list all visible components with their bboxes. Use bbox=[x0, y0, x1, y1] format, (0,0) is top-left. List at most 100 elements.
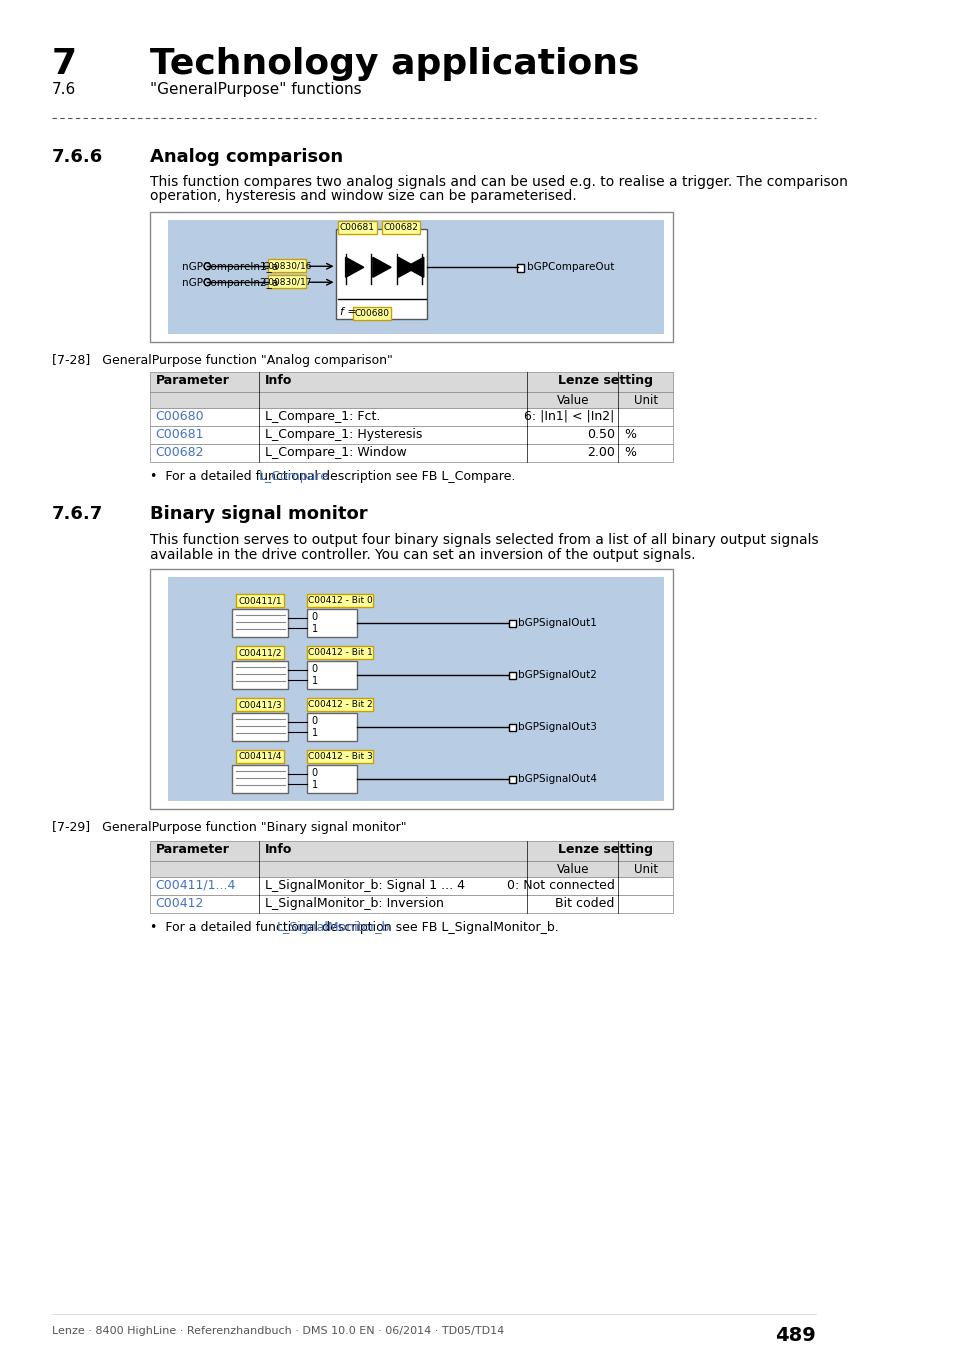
FancyBboxPatch shape bbox=[353, 308, 391, 320]
FancyBboxPatch shape bbox=[516, 265, 523, 273]
Text: C00412 - Bit 3: C00412 - Bit 3 bbox=[308, 752, 372, 761]
Text: C00411/2: C00411/2 bbox=[238, 648, 281, 657]
Text: Info: Info bbox=[264, 374, 292, 387]
Text: bGPSignalOut3: bGPSignalOut3 bbox=[517, 722, 597, 732]
Text: %: % bbox=[623, 446, 636, 459]
Text: •  For a detailed functional description see FB L_Compare.: • For a detailed functional description … bbox=[150, 470, 515, 483]
Text: 6: |In1| < |In2|: 6: |In1| < |In2| bbox=[524, 410, 614, 423]
Text: C00830/16: C00830/16 bbox=[262, 262, 312, 270]
Polygon shape bbox=[373, 258, 391, 277]
FancyBboxPatch shape bbox=[232, 765, 288, 792]
FancyBboxPatch shape bbox=[232, 609, 288, 637]
Text: 1: 1 bbox=[312, 728, 317, 738]
Text: C00681: C00681 bbox=[339, 223, 375, 232]
Text: Parameter: Parameter bbox=[155, 374, 229, 387]
Text: bGPSignalOut2: bGPSignalOut2 bbox=[517, 670, 597, 680]
Text: C00412: C00412 bbox=[155, 896, 204, 910]
FancyBboxPatch shape bbox=[236, 751, 283, 763]
FancyBboxPatch shape bbox=[307, 594, 373, 608]
FancyBboxPatch shape bbox=[150, 895, 672, 913]
Text: L_SignalMonitor_b: Signal 1 ... 4: L_SignalMonitor_b: Signal 1 ... 4 bbox=[264, 879, 464, 891]
FancyBboxPatch shape bbox=[150, 408, 672, 425]
Text: C00411/4: C00411/4 bbox=[238, 752, 281, 761]
Text: operation, hysteresis and window size can be parameterised.: operation, hysteresis and window size ca… bbox=[150, 189, 577, 204]
Text: 1: 1 bbox=[312, 624, 317, 634]
Text: Value: Value bbox=[557, 394, 589, 406]
Text: Lenze setting: Lenze setting bbox=[558, 374, 653, 387]
Text: 0: 0 bbox=[312, 613, 317, 622]
FancyBboxPatch shape bbox=[236, 698, 283, 711]
FancyBboxPatch shape bbox=[338, 221, 376, 235]
Text: Lenze · 8400 HighLine · Referenzhandbuch · DMS 10.0 EN · 06/2014 · TD05/TD14: Lenze · 8400 HighLine · Referenzhandbuch… bbox=[51, 1327, 503, 1336]
Text: 0: Not connected: 0: Not connected bbox=[506, 879, 614, 891]
FancyBboxPatch shape bbox=[307, 662, 357, 688]
Text: Value: Value bbox=[557, 863, 589, 876]
FancyBboxPatch shape bbox=[307, 713, 357, 741]
FancyBboxPatch shape bbox=[307, 751, 373, 763]
Text: Unit: Unit bbox=[633, 394, 657, 406]
Text: 0: 0 bbox=[312, 716, 317, 726]
Text: C00682: C00682 bbox=[383, 223, 418, 232]
FancyBboxPatch shape bbox=[150, 444, 672, 462]
Text: 0: 0 bbox=[312, 768, 317, 778]
FancyBboxPatch shape bbox=[150, 841, 672, 861]
Text: L_Compare_1: Fct.: L_Compare_1: Fct. bbox=[264, 410, 379, 423]
Text: This function compares two analog signals and can be used e.g. to realise a trig: This function compares two analog signal… bbox=[150, 174, 847, 189]
FancyBboxPatch shape bbox=[268, 275, 306, 289]
Text: 489: 489 bbox=[774, 1327, 815, 1346]
Text: L_Compare_1: Window: L_Compare_1: Window bbox=[264, 446, 406, 459]
Text: Parameter: Parameter bbox=[155, 842, 229, 856]
Polygon shape bbox=[398, 258, 416, 277]
FancyBboxPatch shape bbox=[168, 578, 663, 801]
Text: L_Compare: L_Compare bbox=[258, 470, 329, 483]
Text: Lenze setting: Lenze setting bbox=[558, 842, 653, 856]
Text: bGPCompareOut: bGPCompareOut bbox=[527, 262, 614, 273]
FancyBboxPatch shape bbox=[150, 212, 672, 342]
Text: Info: Info bbox=[264, 842, 292, 856]
Text: [7-29]   GeneralPurpose function "Binary signal monitor": [7-29] GeneralPurpose function "Binary s… bbox=[51, 821, 406, 834]
Text: C00681: C00681 bbox=[155, 428, 204, 441]
Text: 0.50: 0.50 bbox=[586, 428, 614, 441]
Text: Technology applications: Technology applications bbox=[150, 47, 639, 81]
Text: 1: 1 bbox=[312, 676, 317, 686]
Text: 7.6.7: 7.6.7 bbox=[51, 505, 103, 522]
Text: f =: f = bbox=[340, 308, 356, 317]
Text: L_SignalMonitor_b: Inversion: L_SignalMonitor_b: Inversion bbox=[264, 896, 443, 910]
Text: "GeneralPurpose" functions: "GeneralPurpose" functions bbox=[150, 82, 361, 97]
Text: C00830/17: C00830/17 bbox=[262, 277, 312, 286]
Text: 7.6.6: 7.6.6 bbox=[51, 147, 103, 166]
FancyBboxPatch shape bbox=[150, 373, 672, 391]
Text: This function serves to output four binary signals selected from a list of all b: This function serves to output four bina… bbox=[150, 533, 818, 547]
Text: %: % bbox=[623, 428, 636, 441]
FancyBboxPatch shape bbox=[268, 259, 306, 273]
Text: [7-28]   GeneralPurpose function "Analog comparison": [7-28] GeneralPurpose function "Analog c… bbox=[51, 354, 393, 367]
Polygon shape bbox=[405, 258, 423, 277]
Text: 2.00: 2.00 bbox=[586, 446, 614, 459]
Text: C00412 - Bit 2: C00412 - Bit 2 bbox=[308, 701, 372, 709]
FancyBboxPatch shape bbox=[150, 392, 672, 408]
FancyBboxPatch shape bbox=[150, 425, 672, 444]
FancyBboxPatch shape bbox=[509, 621, 516, 628]
Text: nGPCompareIn2_a: nGPCompareIn2_a bbox=[182, 277, 278, 288]
Text: 7.6: 7.6 bbox=[51, 82, 76, 97]
FancyBboxPatch shape bbox=[236, 647, 283, 659]
Text: C00411/1: C00411/1 bbox=[238, 597, 282, 605]
Text: L_Compare_1: Hysteresis: L_Compare_1: Hysteresis bbox=[264, 428, 421, 441]
Text: 7: 7 bbox=[51, 47, 77, 81]
FancyBboxPatch shape bbox=[168, 220, 663, 333]
Text: Unit: Unit bbox=[633, 863, 657, 876]
FancyBboxPatch shape bbox=[232, 713, 288, 741]
Text: C00680: C00680 bbox=[355, 309, 389, 319]
FancyBboxPatch shape bbox=[236, 594, 283, 608]
Text: C00411/1...4: C00411/1...4 bbox=[155, 879, 235, 891]
FancyBboxPatch shape bbox=[509, 776, 516, 783]
FancyBboxPatch shape bbox=[509, 672, 516, 679]
FancyBboxPatch shape bbox=[307, 609, 357, 637]
Text: nGPCompareIn1_a: nGPCompareIn1_a bbox=[182, 261, 278, 271]
Text: C00682: C00682 bbox=[155, 446, 204, 459]
Text: available in the drive controller. You can set an inversion of the output signal: available in the drive controller. You c… bbox=[150, 548, 695, 562]
Text: C00680: C00680 bbox=[155, 410, 204, 423]
Text: 0: 0 bbox=[312, 664, 317, 674]
Text: C00411/3: C00411/3 bbox=[238, 701, 282, 709]
FancyBboxPatch shape bbox=[150, 570, 672, 809]
